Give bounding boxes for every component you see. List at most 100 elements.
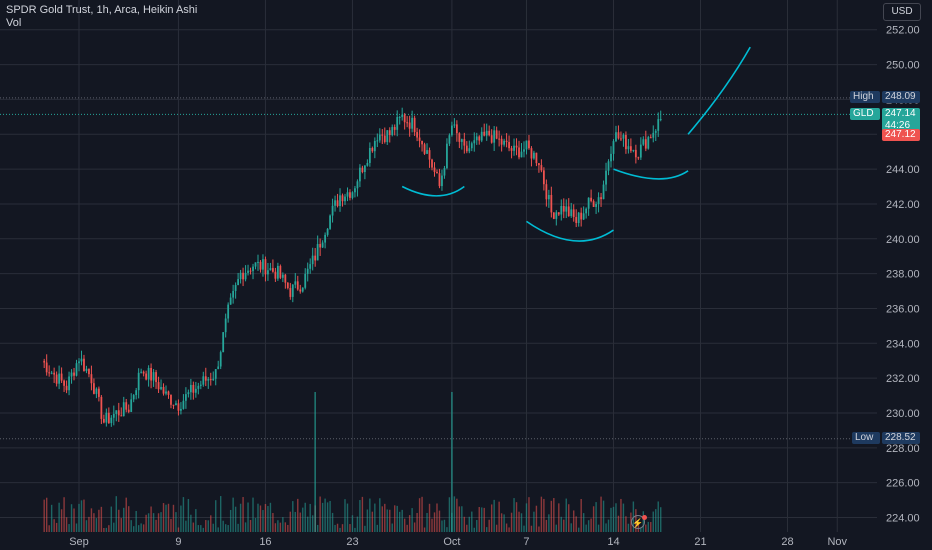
volume-bar: [361, 496, 364, 532]
drawings: [401, 46, 751, 242]
volume-bar: [287, 524, 289, 532]
volume-bar: [379, 498, 381, 532]
volume-bar: [234, 506, 237, 532]
candle-body: [284, 274, 287, 283]
volume-bar: [538, 526, 540, 532]
notification-dot: [642, 515, 647, 520]
low-tag-value: 228.52: [882, 432, 920, 444]
volume-bar: [575, 516, 577, 532]
lightning-icon[interactable]: ⚡: [631, 515, 645, 529]
candle-body: [436, 171, 438, 174]
candle-body: [470, 143, 473, 149]
low-tag-label: Low: [852, 432, 880, 444]
volume-bar: [528, 497, 530, 532]
candle-body: [356, 181, 359, 189]
currency-button[interactable]: USD: [883, 3, 921, 21]
candle-body: [659, 119, 662, 121]
volume-bar: [533, 511, 535, 532]
volume-bar: [660, 507, 662, 532]
y-tick-label: 242.00: [886, 199, 920, 211]
x-tick-label: Sep: [69, 536, 89, 548]
volume-bar: [272, 512, 274, 532]
candle-body: [545, 184, 548, 200]
volume-bar: [160, 512, 162, 532]
volume-bar: [371, 511, 374, 532]
chart-title[interactable]: SPDR Gold Trust, 1h, Arca, Heikin Ashi: [6, 4, 198, 16]
candle-body: [125, 402, 128, 410]
volume-bar: [590, 518, 592, 532]
volume-bar: [162, 503, 165, 532]
candle-body: [234, 285, 237, 291]
volume-bar: [217, 527, 219, 532]
volume-bar: [493, 499, 495, 532]
volume-bar: [505, 523, 508, 532]
volume-bar: [535, 505, 538, 532]
x-axis: Sep 9 16 23 Oct 7 14 21 28 Nov: [69, 536, 847, 548]
candle-body: [378, 134, 381, 141]
candle-body: [184, 394, 187, 401]
candle-body: [480, 131, 483, 141]
candle-body: [582, 213, 585, 220]
volume-bar: [232, 497, 234, 532]
candle-body: [204, 376, 207, 381]
candle-body: [520, 151, 523, 158]
candle-body: [289, 288, 292, 297]
volume-bar: [83, 499, 85, 532]
candle-body: [78, 361, 80, 364]
volume-bar: [284, 522, 287, 532]
candle-body: [272, 268, 274, 272]
candle-body: [368, 147, 371, 163]
y-tick-label: 224.00: [886, 513, 920, 525]
volume-bar: [307, 516, 309, 532]
volume-bar: [150, 506, 152, 532]
candle-body: [326, 228, 329, 235]
candle-body: [530, 148, 533, 159]
candle-body: [88, 368, 90, 375]
volume-bar: [510, 512, 513, 532]
candle-body: [331, 205, 334, 216]
candle-body: [281, 274, 284, 278]
candle-body: [60, 373, 63, 381]
volume-bar: [78, 503, 80, 532]
candle-body: [239, 272, 242, 280]
volume-bar: [563, 519, 565, 532]
volume-bar: [103, 527, 105, 532]
candle-body: [135, 390, 138, 396]
volume-bar: [113, 522, 115, 532]
volume-bar: [443, 519, 446, 532]
volume-label[interactable]: Vol: [6, 17, 22, 29]
y-tick-label: 252.00: [886, 25, 920, 37]
y-tick-label: 234.00: [886, 338, 920, 350]
x-tick-label: Oct: [443, 536, 460, 548]
volume-bar: [386, 509, 388, 532]
candle-body: [127, 409, 130, 412]
volume-bar: [582, 513, 585, 532]
candle-body: [321, 242, 324, 248]
candle-body: [475, 136, 478, 141]
volume-bar: [555, 524, 558, 532]
volume-bar: [105, 527, 108, 532]
candle-body: [533, 152, 535, 159]
volume-bar: [473, 527, 475, 532]
candle-body: [644, 139, 647, 149]
volume-bar: [466, 524, 468, 532]
volume-bar: [43, 499, 45, 532]
last-price-value: 247.14: [885, 108, 916, 119]
candle-body: [140, 371, 143, 373]
candle-body: [160, 386, 162, 390]
volume-bar: [329, 500, 331, 532]
drawing-arc-1: [401, 185, 465, 197]
symbol-tag: GLD: [850, 108, 880, 120]
prev-price-tag: 247.12: [882, 129, 920, 141]
volume-bar: [610, 507, 612, 532]
candle-body: [187, 392, 190, 395]
candle-body: [50, 372, 53, 374]
volume-bar: [612, 506, 615, 532]
volume-bar: [384, 503, 386, 532]
candle-body: [468, 148, 471, 152]
candle-body: [75, 363, 78, 376]
candle-body: [600, 197, 602, 200]
y-tick-label: 250.00: [886, 60, 920, 72]
